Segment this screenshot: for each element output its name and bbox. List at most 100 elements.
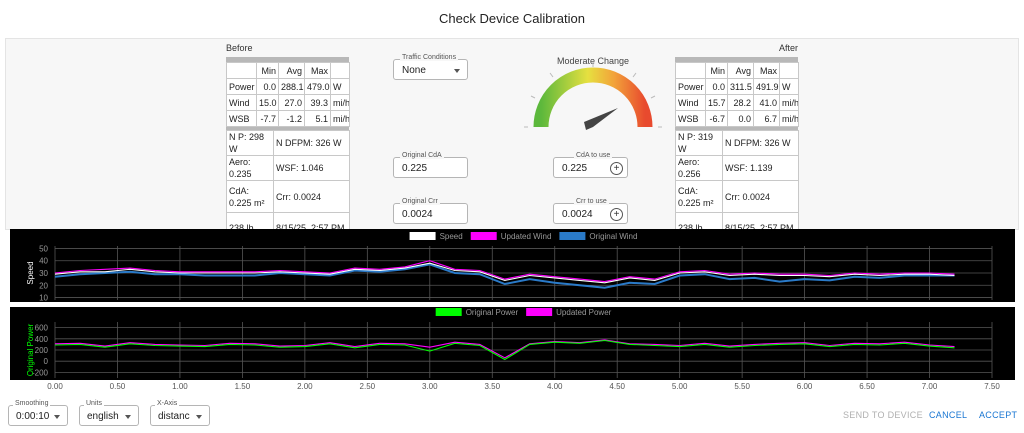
gauge: Moderate Change: [524, 56, 662, 130]
dropdown-caret: [454, 69, 460, 73]
y-tick-label: 0: [44, 357, 49, 366]
row-label: Power: [675, 78, 706, 95]
field-value: 0.225: [402, 163, 428, 174]
stats-table: Min Avg Max Power 0.0 288.1 479.0 W Wind 15.0 27.0…: [226, 62, 350, 127]
x-tick-label: 3.00: [422, 382, 438, 391]
stats-row: WSB -7.7 -1.2 5.1 mi/h: [226, 110, 350, 127]
unit: W: [330, 78, 350, 95]
field-label: Units: [84, 400, 104, 407]
add-button[interactable]: +: [610, 208, 623, 221]
detail: Aero: 0.256: [675, 155, 723, 181]
legend-swatch: [409, 232, 436, 240]
original-crr-field[interactable]: Original Crr 0.0024: [393, 198, 468, 224]
stat-value: 0.0: [256, 78, 279, 95]
stat-value: 491.9: [753, 78, 780, 95]
detail: Crr: 0.0024: [722, 180, 799, 213]
stat-value: -6.7: [705, 110, 728, 127]
x-tick-label: 7.00: [922, 382, 938, 391]
dropdown-caret: [196, 415, 202, 419]
traffic-select[interactable]: Traffic Conditions None: [393, 54, 468, 80]
detail: Aero: 0.235: [226, 155, 274, 181]
legend-label: Speed: [440, 232, 463, 241]
details-row: CdA: 0.225 m² Crr: 0.0024: [226, 180, 350, 213]
x-tick-label: 1.00: [172, 382, 188, 391]
column-header: Min: [256, 62, 279, 79]
stat-value: 27.0: [278, 94, 305, 111]
series-line: [54, 260, 955, 283]
cda-to-use-field[interactable]: CdA to use 0.225 +: [553, 152, 628, 178]
legend-swatch: [470, 232, 497, 240]
stats-table: Min Avg Max Power 0.0 311.5 491.9 W Wind 15.7 28.2…: [675, 62, 799, 127]
legend-swatch: [559, 232, 586, 240]
y-tick-label: -200: [32, 368, 49, 377]
y-tick-label: 30: [39, 269, 48, 278]
select[interactable]: X-Axis distanc: [150, 400, 210, 426]
detail: CdA: 0.225 m²: [675, 180, 723, 213]
cell: [779, 62, 799, 79]
stat-value: 15.0: [256, 94, 279, 111]
row-label: WSB: [675, 110, 706, 127]
stat-value: 39.3: [304, 94, 331, 111]
legend: Speed Updated Wind Original Wind: [409, 232, 637, 241]
after-panel: Min Avg Max Power 0.0 311.5 491.9 W Wind 15.7 28.2…: [675, 57, 799, 244]
header-bar: [226, 127, 349, 130]
header-bar: [675, 57, 798, 62]
row-label: Wind: [226, 94, 257, 111]
field-value: 0.0024: [402, 209, 433, 220]
gauge-ticks: [524, 62, 662, 128]
accept-button[interactable]: ACCEPT: [979, 410, 1018, 420]
stats-row: Wind 15.7 28.2 41.0 mi/h: [675, 94, 799, 111]
stats-row: Power 0.0 288.1 479.0 W: [226, 78, 350, 95]
x-tick-label: 1.50: [235, 382, 251, 391]
series-line: [54, 339, 955, 359]
stats-row: Wind 15.0 27.0 39.3 mi/h: [226, 94, 350, 111]
dropdown-caret: [125, 415, 131, 419]
before-panel: Min Avg Max Power 0.0 288.1 479.0 W Wind 15.0 27.0…: [226, 57, 350, 244]
column-header: Avg: [278, 62, 305, 79]
column-header: Max: [753, 62, 780, 79]
row-label: WSB: [226, 110, 257, 127]
original-cda-field[interactable]: Original CdA 0.225: [393, 152, 468, 178]
detail: WSF: 1.046: [273, 155, 350, 181]
series-line: [54, 263, 955, 289]
x-tick-label: 3.50: [484, 382, 500, 391]
select[interactable]: Smoothing 0:00:10: [8, 400, 68, 426]
x-tick-label: 4.50: [609, 382, 625, 391]
cancel-button[interactable]: CANCEL: [929, 410, 968, 420]
charts: 10 20 30 40 50 Speed Speed Updated Wind Original…: [10, 229, 1015, 391]
details-row: CdA: 0.225 m² Crr: 0.0024: [675, 180, 799, 213]
stat-value: 6.7: [753, 110, 780, 127]
stat-value: 28.2: [727, 94, 754, 111]
x-tick-label: 0.00: [47, 382, 63, 391]
y-tick-label: 40: [39, 257, 48, 266]
header-row: Min Avg Max: [675, 62, 799, 79]
select[interactable]: Units english: [79, 400, 139, 426]
stat-value: 288.1: [278, 78, 305, 95]
content-panel: [5, 38, 1019, 230]
gauge-needle: [584, 108, 618, 130]
legend: Original Power Updated Power: [435, 308, 612, 317]
y-tick-label: 20: [39, 281, 48, 290]
field-label: Traffic Conditions: [400, 54, 459, 61]
field-value: distanc: [158, 411, 190, 422]
field-label: X-Axis: [155, 400, 180, 407]
x-tick-label: 5.50: [734, 382, 750, 391]
crr-to-use-field[interactable]: Crr to use 0.0024 +: [553, 198, 628, 224]
add-button[interactable]: +: [610, 162, 623, 175]
header-row: Min Avg Max: [226, 62, 350, 79]
send-button[interactable]: SEND TO DEVICE: [843, 410, 923, 420]
gauge-label: Moderate Change: [557, 56, 629, 66]
field-value: 0:00:10: [16, 411, 50, 422]
detail: N DFPM: 326 W: [722, 130, 799, 156]
stats-row: Power 0.0 311.5 491.9 W: [675, 78, 799, 95]
unit: mi/h: [779, 110, 799, 127]
x-tick-label: 6.00: [797, 382, 813, 391]
unit: mi/h: [330, 110, 350, 127]
detail: WSF: 1.139: [722, 155, 799, 181]
cell: [330, 62, 350, 79]
x-tick-label: 5.00: [672, 382, 688, 391]
stats-row: WSB -6.7 0.0 6.7 mi/h: [675, 110, 799, 127]
